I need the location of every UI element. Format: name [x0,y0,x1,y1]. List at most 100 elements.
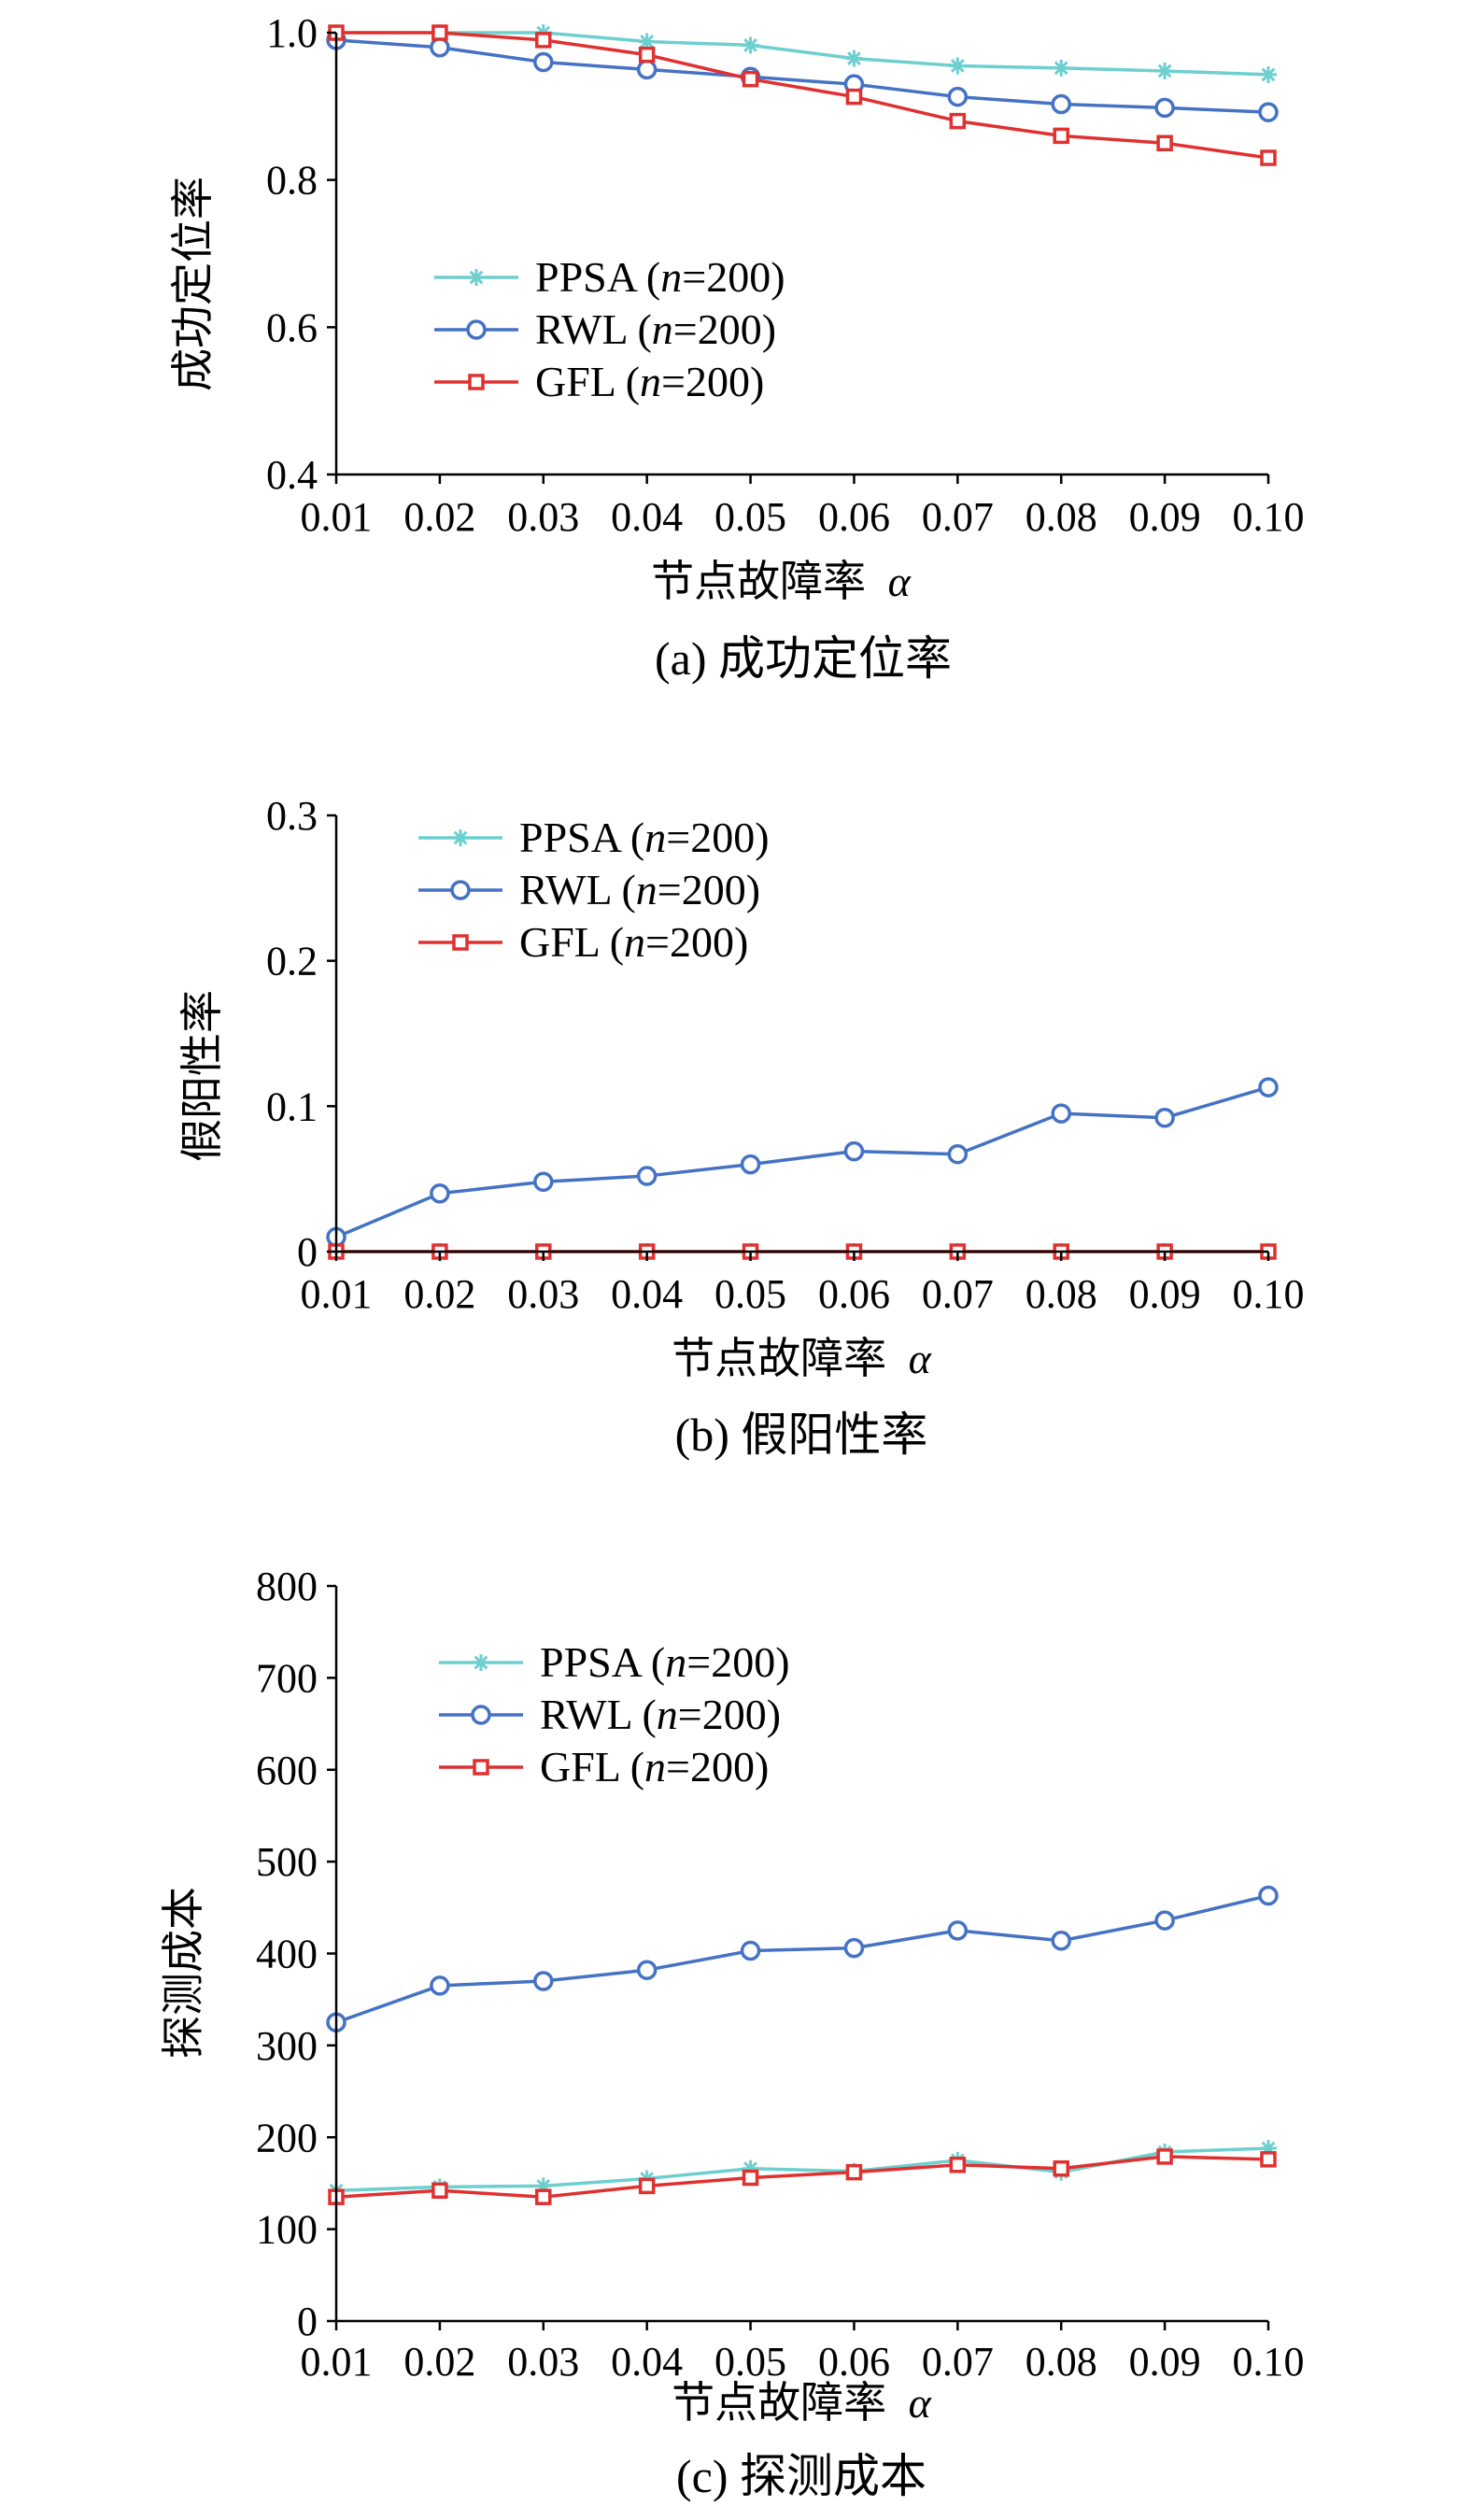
legend-item-ppsa: PPSA (n=200) [418,814,770,861]
data-point-gfl [1260,2151,1277,2168]
data-point-rwl [1154,1910,1175,1931]
data-point-ppsa [742,36,759,54]
legend-label-gfl: GFL (n=200) [535,358,764,405]
data-point-gfl [638,46,656,64]
chart-c-y-tick-label: 800 [256,1564,318,1609]
chart-c-x-tick-label: 0.03 [507,2339,579,2385]
legend-item-ppsa: PPSA (n=200) [434,253,785,301]
chart-c-x-tick-label: 0.02 [403,2339,475,2385]
chart-b-x-axis-title: 节点故障率 α [672,1335,932,1382]
chart-c-x-tick-label: 0.07 [922,2339,994,2385]
chart-c-x-tick-label: 0.06 [818,2339,890,2385]
chart-c-y-tick-label: 200 [256,2115,318,2160]
chart-b-ticks: 0 0.1 0.2 0.3 0.01 0.02 0.03 0.04 0.05 0.06 0.07 0.… [266,793,1305,1317]
chart-a: 0.4 0.6 0.8 1.0 0.01 0.02 0.03 0.04 0.05 0.06 0.07… [169,10,1305,685]
legend-label-gfl: GFL (n=200) [519,918,748,966]
chart-b: 0 0.1 0.2 0.3 0.01 0.02 0.03 0.04 0.05 0.06 0.07 0.… [178,793,1305,1461]
chart-c-series [326,1885,1279,2205]
chart-b-y-tick-label: 0.3 [266,793,318,839]
chart-a-y-tick-label: 0.6 [266,304,318,350]
chart-b-y-tick-label: 0.1 [266,1083,318,1129]
chart-a-y-tick-label: 0.4 [266,452,318,498]
data-point-gfl [845,2163,863,2181]
legend-marker-ppsa [473,1654,489,1671]
series-line-gfl [336,31,1269,160]
data-point-rwl [843,1140,865,1162]
legend-item-rwl: RWL (n=200) [434,305,776,353]
data-point-rwl [430,1975,450,1996]
chart-b-x-tick-label: 0.06 [818,1271,890,1317]
chart-c-panel-caption: (c) 探测成本 [676,2450,926,2502]
chart-a-legend: PPSA (n=200)RWL (n=200) GFL (n=200) [434,253,785,405]
data-point-rwl [1258,1885,1279,1906]
legend-item-ppsa: PPSA (n=200) [439,1638,790,1686]
chart-b-x-tick-label: 0.10 [1233,1271,1305,1317]
data-point-rwl [1051,1103,1071,1124]
chart-c-legend: PPSA (n=200) RWL (n=200) GFL (n=200) [439,1638,790,1791]
data-point-rwl [843,1937,865,1959]
chart-a-ticks: 0.4 0.6 0.8 1.0 0.01 0.02 0.03 0.04 0.05 0.06 0.07… [266,10,1305,540]
data-point-rwl [947,1143,969,1165]
chart-a-x-tick-label: 0.05 [714,494,786,540]
data-point-gfl [845,88,863,106]
chart-b-x-tick-label: 0.07 [922,1271,994,1317]
data-point-rwl [740,1940,761,1961]
chart-a-x-tick-label: 0.10 [1233,494,1305,540]
legend-marker-rwl [466,319,487,340]
data-point-gfl [1053,2159,1069,2177]
legend-label-rwl: RWL (n=200) [535,305,776,353]
data-point-gfl [742,70,759,88]
chart-c-y-tick-label: 0 [297,2299,318,2344]
data-point-gfl [535,32,552,49]
chart-c-y-tick-label: 100 [256,2207,318,2253]
chart-c-x-axis-title: 节点故障率 α [672,2379,932,2427]
chart-c-x-tick-label: 0.05 [714,2339,786,2385]
chart-c-y-tick-label: 500 [256,1839,318,1885]
legend-item-rwl: RWL (n=200) [418,866,760,913]
chart-c-ticks: 0 100 200 300 400 500 600 700 800 0.01 0.02 0.03 0.0… [256,1564,1305,2385]
series-line-gfl [335,2155,1269,2199]
data-point-rwl [430,37,450,58]
legend-item-gfl: GFL (n=200) [439,1743,769,1791]
chart-a-x-tick-label: 0.04 [611,494,683,540]
legend-marker-rwl [471,1705,491,1725]
data-point-rwl [430,1182,450,1204]
data-point-rwl [947,1920,969,1941]
chart-c: 0 100 200 300 400 500 600 700 800 0.01 0.02 0.03 0.0… [160,1564,1305,2502]
chart-a-x-axis-title-text: 节点故障率 [651,558,866,605]
data-point-rwl [740,1154,761,1175]
chart-b-panel-caption: (b) 假阳性率 [675,1409,928,1461]
chart-b-y-axis-title: 假阳性率 [178,990,226,1162]
data-point-gfl [742,2169,759,2187]
chart-b-x-tick-label: 0.03 [507,1271,579,1317]
chart-b-legend: PPSA (n=200) RWL (n=200) GFL (n=200) [418,814,770,966]
chart-a-y-axis-title: 成功定位率 [169,177,217,391]
series-line-rwl [335,1893,1269,2024]
series-line-rwl [335,38,1269,114]
chart-b-x-axis-title-text: 节点故障率 [672,1335,886,1382]
data-point-rwl [1154,1108,1175,1128]
data-point-rwl [1258,102,1279,122]
chart-c-x-tick-label: 0.08 [1025,2339,1097,2385]
legend-marker-rwl [450,880,471,900]
data-point-gfl [1156,134,1173,151]
data-point-gfl [431,2182,448,2200]
chart-b-y-tick-label: 0.2 [266,939,318,984]
chart-a-x-tick-label: 0.08 [1025,494,1097,540]
data-point-ppsa [845,50,863,67]
chart-b-x-tick-label: 0.08 [1025,1271,1097,1317]
data-point-rwl [1051,93,1071,115]
data-point-rwl [1051,1930,1071,1951]
chart-c-y-tick-label: 300 [256,2023,318,2069]
chart-a-y-tick-label: 1.0 [266,10,318,56]
data-point-ppsa [1053,59,1070,77]
legend-marker-gfl [468,374,485,390]
data-point-rwl [1154,97,1175,119]
data-point-gfl [1260,149,1277,166]
chart-a-x-tick-label: 0.02 [403,494,475,540]
data-point-gfl [638,2177,656,2195]
chart-c-x-axis-symbol: α [909,2379,932,2427]
data-point-rwl [636,1960,658,1980]
data-point-gfl [431,24,448,41]
